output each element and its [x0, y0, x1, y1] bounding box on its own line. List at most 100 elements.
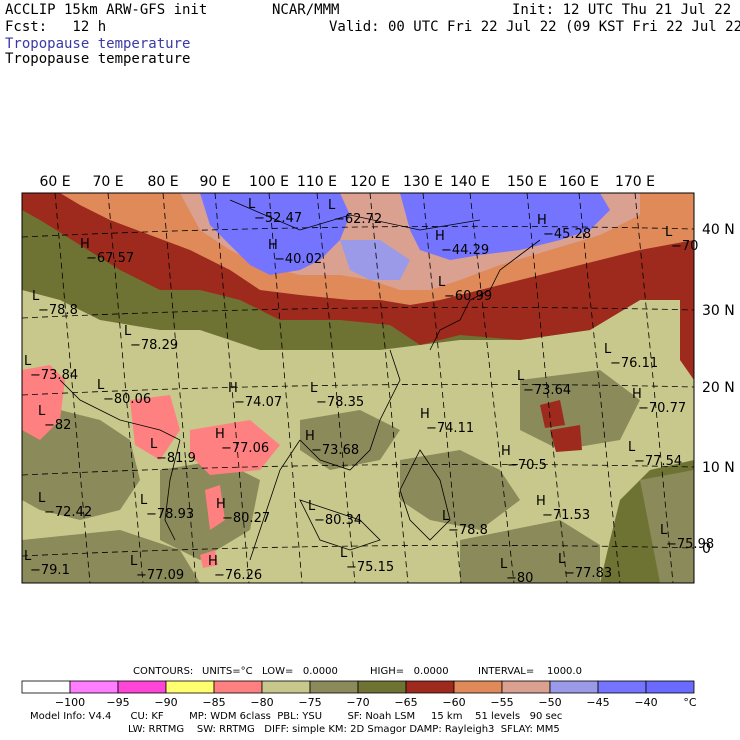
colorbar-swatch	[21, 680, 71, 694]
colorbar-tick-label: −55	[490, 696, 514, 709]
extremum: L−72.42	[38, 491, 92, 520]
extremum: H−70.77	[632, 387, 686, 416]
colorbar-swatch	[501, 680, 551, 694]
extremum-value: −45.28	[543, 227, 591, 242]
extremum: L−77.09	[130, 554, 184, 583]
lat-label: 0	[702, 541, 711, 557]
colorbar-swatch	[357, 680, 407, 694]
extremum: H−73.68	[305, 429, 359, 458]
extremum: L−78.29	[124, 324, 178, 353]
colorbar-swatch	[645, 680, 695, 694]
extremum-value: −77.54	[634, 454, 682, 469]
footer-line-1: Model Info: V4.4 CU: KF MP: WDM 6class P…	[30, 711, 563, 722]
extremum-value: −82	[44, 418, 71, 433]
colorbar-swatch	[69, 680, 119, 694]
extremum-value: −52.47	[254, 211, 302, 226]
extremum: L−73.64	[517, 369, 571, 398]
extremum-type: H	[536, 494, 546, 509]
extremum-value: −80.34	[314, 513, 362, 528]
lon-label: 80 E	[147, 174, 178, 190]
valid-time: Valid: 00 UTC Fri 22 Jul 22 (09 KST Fri …	[329, 19, 740, 35]
extremum: L−78.8	[32, 289, 78, 318]
colorbar-swatch	[213, 680, 263, 694]
contours-units: UNITS=°C	[202, 666, 253, 677]
field-name-secondary: Tropopause temperature	[5, 51, 191, 67]
lat-label: 30 N	[702, 303, 735, 319]
extremum-type: L	[310, 381, 318, 396]
extremum-type: L	[628, 440, 636, 455]
extremum-value: −75.15	[346, 560, 394, 575]
latitude-labels: 40 N 30 N 20 N 10 N 0	[702, 222, 735, 557]
extremum-type: L	[340, 546, 348, 561]
extremum-type: L	[660, 523, 668, 538]
extremum: H−80.27	[216, 497, 270, 526]
extremum-type: H	[268, 238, 278, 253]
init-time: Init: 12 UTC Thu 21 Jul 22	[512, 2, 732, 18]
colorbar-unit: °C	[683, 696, 697, 709]
extremum-type: L	[328, 198, 336, 213]
extremum-value: −70	[671, 239, 698, 254]
extremum: L−78.93	[140, 493, 194, 522]
lon-label: 110 E	[297, 174, 337, 190]
extremum-value: −77.06	[221, 441, 269, 456]
extremum-value: −81.9	[156, 451, 196, 466]
colorbar-tick-label: −95	[106, 696, 130, 709]
extremum: H−74.11	[420, 407, 474, 436]
contours-high: HIGH= 0.0000	[370, 666, 449, 677]
extremum: L−80.06	[97, 378, 151, 407]
extremum-type: L	[604, 342, 612, 357]
colorbar-tick-label: −40	[634, 696, 658, 709]
extremum: H−74.07	[228, 381, 282, 410]
lat-label: 10 N	[702, 460, 735, 476]
extremum-type: L	[38, 491, 46, 506]
contours-low: LOW= 0.0000	[262, 666, 338, 677]
colorbar-swatch	[597, 680, 647, 694]
colorbar-swatch	[309, 680, 359, 694]
extremum-value: −44.29	[441, 243, 489, 258]
extremum-type: L	[248, 197, 256, 212]
coastlines	[59, 199, 541, 561]
extremum-type: L	[150, 437, 158, 452]
extremum-type: L	[500, 557, 508, 572]
extremum: L−78.35	[310, 381, 364, 410]
extremum-value: −74.07	[234, 395, 282, 410]
lat-label: 40 N	[702, 222, 735, 238]
extremum-value: −60.99	[444, 289, 492, 304]
extremum: L−60.99	[438, 275, 492, 304]
extremum: L−77.54	[628, 440, 682, 469]
extremum-type: L	[438, 275, 446, 290]
extremum-value: −72.42	[44, 505, 92, 520]
extremum: L−80	[500, 557, 533, 586]
extremum-type: H	[305, 429, 315, 444]
extremum-type: H	[537, 213, 547, 228]
extremum: H−70.5	[501, 444, 547, 473]
extremum-value: −67.57	[86, 251, 134, 266]
extremum-type: L	[24, 549, 32, 564]
extremum: L−77.83	[558, 552, 612, 581]
contours-interval: INTERVAL= 1000.0	[478, 666, 582, 677]
colorbar-swatch	[165, 680, 215, 694]
colorbar	[21, 680, 695, 694]
extremum-type: H	[208, 554, 218, 569]
extremum-type: L	[665, 225, 673, 240]
extremum-type: L	[97, 378, 105, 393]
extremum: L−78.8	[442, 509, 488, 538]
lon-label: 70 E	[92, 174, 123, 190]
extremum: H−44.29	[435, 229, 489, 258]
extremum-type: H	[501, 444, 511, 459]
extremum: L−76.11	[604, 342, 658, 371]
extremum: H−77.06	[215, 427, 269, 456]
extremum-value: −73.68	[311, 443, 359, 458]
extremum: H−67.57	[80, 237, 134, 266]
extremum: L−52.47	[248, 197, 302, 226]
extremum-type: L	[130, 554, 138, 569]
lon-label: 100 E	[249, 174, 289, 190]
contours-label: CONTOURS:	[133, 666, 194, 677]
longitude-labels: 60 E 70 E 80 E 90 E 100 E 110 E 120 E 130 E 140 …	[39, 174, 655, 190]
lat-label: 20 N	[702, 380, 735, 396]
lon-label: 150 E	[507, 174, 547, 190]
colorbar-tick-label: −65	[394, 696, 418, 709]
extremum-type: H	[435, 229, 445, 244]
extremum-type: L	[140, 493, 148, 508]
lon-label: 60 E	[39, 174, 70, 190]
